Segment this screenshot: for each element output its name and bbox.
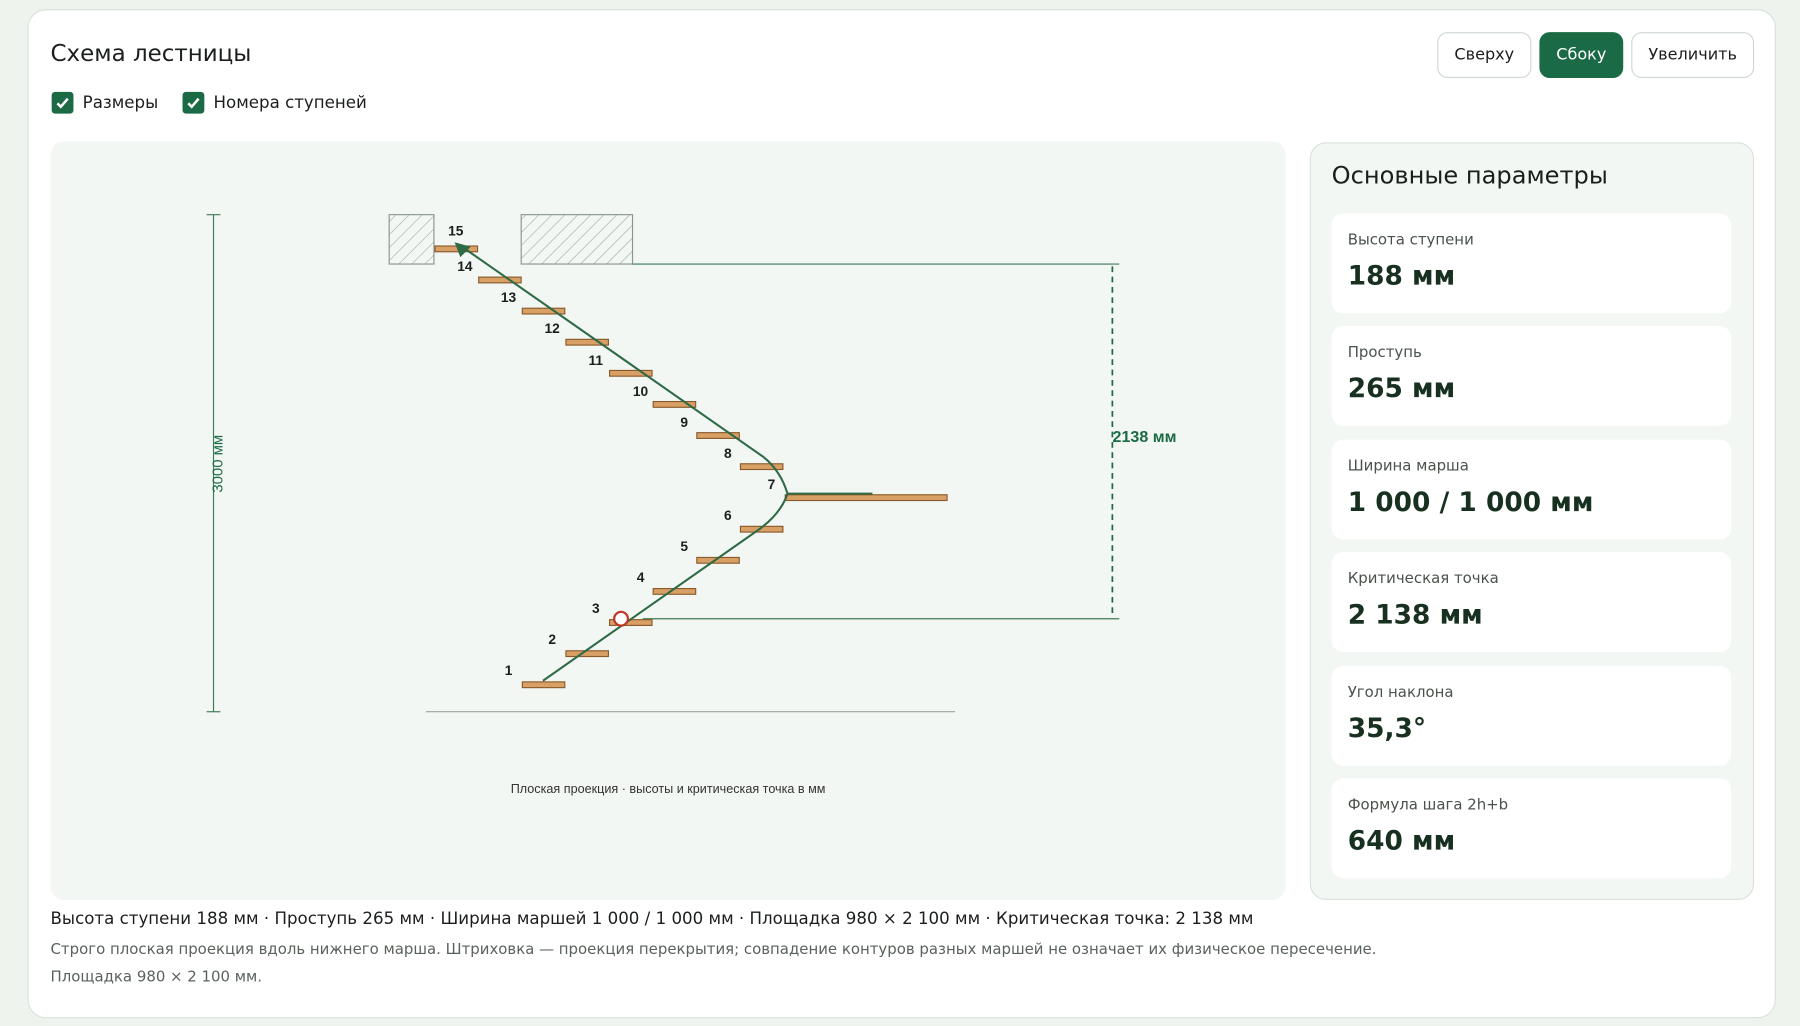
step — [696, 432, 740, 439]
checkbox[interactable]: Номера ступеней — [182, 91, 367, 114]
view-top-button[interactable]: Сверху — [1437, 32, 1532, 79]
view-side-button[interactable]: Сбоку — [1539, 32, 1624, 79]
checkbox-label: Размеры — [82, 93, 159, 112]
title: Схема лестницы — [50, 39, 252, 67]
zoom-button[interactable]: Увеличить — [1631, 32, 1755, 79]
step-number: 13 — [501, 290, 517, 305]
step-number: 14 — [457, 259, 473, 274]
arrow-head — [454, 242, 471, 258]
parameter-label: Высота ступени — [1347, 231, 1474, 250]
slab-hatch — [520, 214, 634, 265]
critical-point — [613, 610, 630, 627]
check-icon — [56, 97, 69, 109]
parameter-value: 265 мм — [1347, 374, 1456, 405]
step — [652, 400, 697, 408]
step-number: 11 — [589, 353, 604, 368]
checkbox[interactable]: Размеры — [51, 91, 159, 114]
parameter-label: Критическая точка — [1347, 570, 1499, 588]
step-number: 8 — [724, 446, 732, 461]
parameter-card: Формула шага 2h+b 640 мм — [1331, 778, 1732, 879]
step — [565, 650, 609, 658]
step — [521, 307, 566, 315]
checkbox-label: Номера ступеней — [213, 93, 367, 112]
parameter-card: Критическая точка 2 138 мм — [1331, 552, 1732, 653]
step — [565, 338, 609, 346]
checkmark — [182, 91, 205, 114]
step-number: 1 — [505, 663, 513, 678]
parameter-value: 35,3° — [1347, 714, 1427, 744]
step — [608, 369, 653, 377]
step-number: 10 — [633, 384, 649, 399]
step — [784, 494, 948, 502]
step-number: 6 — [724, 508, 732, 523]
diagram-panel — [50, 141, 1286, 901]
step-number: 4 — [637, 570, 645, 585]
step-number: 9 — [680, 415, 688, 430]
note: Строго плоская проекция вдоль нижнего ма… — [50, 941, 1377, 959]
step-number: 7 — [768, 477, 776, 492]
parameter-card: Проступь 265 мм — [1331, 326, 1732, 426]
step — [434, 245, 479, 253]
step-number: 2 — [548, 632, 556, 647]
parameter-card: Ширина марша 1 000 / 1 000 мм — [1331, 439, 1732, 540]
parameter-card: Высота ступени 188 мм — [1331, 213, 1732, 314]
slab-hatch — [388, 214, 435, 265]
summary: Высота ступени 188 мм · Проступь 265 мм … — [50, 910, 1254, 929]
step — [739, 463, 784, 471]
parameter-value: 640 мм — [1347, 826, 1456, 857]
total-height-label: 3000 мм — [210, 435, 227, 493]
parameter-label: Формула шага 2h+b — [1347, 796, 1509, 814]
parameter-value: 2 138 мм — [1347, 600, 1483, 631]
step-number: 3 — [592, 601, 600, 616]
landing-note: Площадка 980 × 2 100 мм. — [50, 968, 263, 987]
step — [478, 276, 522, 284]
check-icon — [187, 97, 200, 109]
checkmark — [51, 91, 74, 114]
walking-line — [463, 247, 873, 682]
step-number: 15 — [448, 223, 464, 238]
step-number: 5 — [680, 539, 688, 554]
critical-height-label: 2138 мм — [1113, 428, 1177, 446]
parameter-label: Ширина марша — [1347, 458, 1469, 476]
parameter-label: Проступь — [1347, 344, 1422, 362]
step-number: 12 — [545, 321, 561, 336]
step — [521, 681, 566, 689]
parameter-card: Угол наклона 35,3° — [1331, 665, 1732, 766]
parameter-value: 188 мм — [1347, 261, 1456, 292]
parameter-label: Угол наклона — [1347, 684, 1454, 702]
parameter-value: 1 000 / 1 000 мм — [1347, 487, 1594, 518]
diagram-caption: Плоская проекция · высоты и критическая … — [511, 782, 826, 796]
parameters-title: Основные параметры — [1331, 161, 1608, 190]
